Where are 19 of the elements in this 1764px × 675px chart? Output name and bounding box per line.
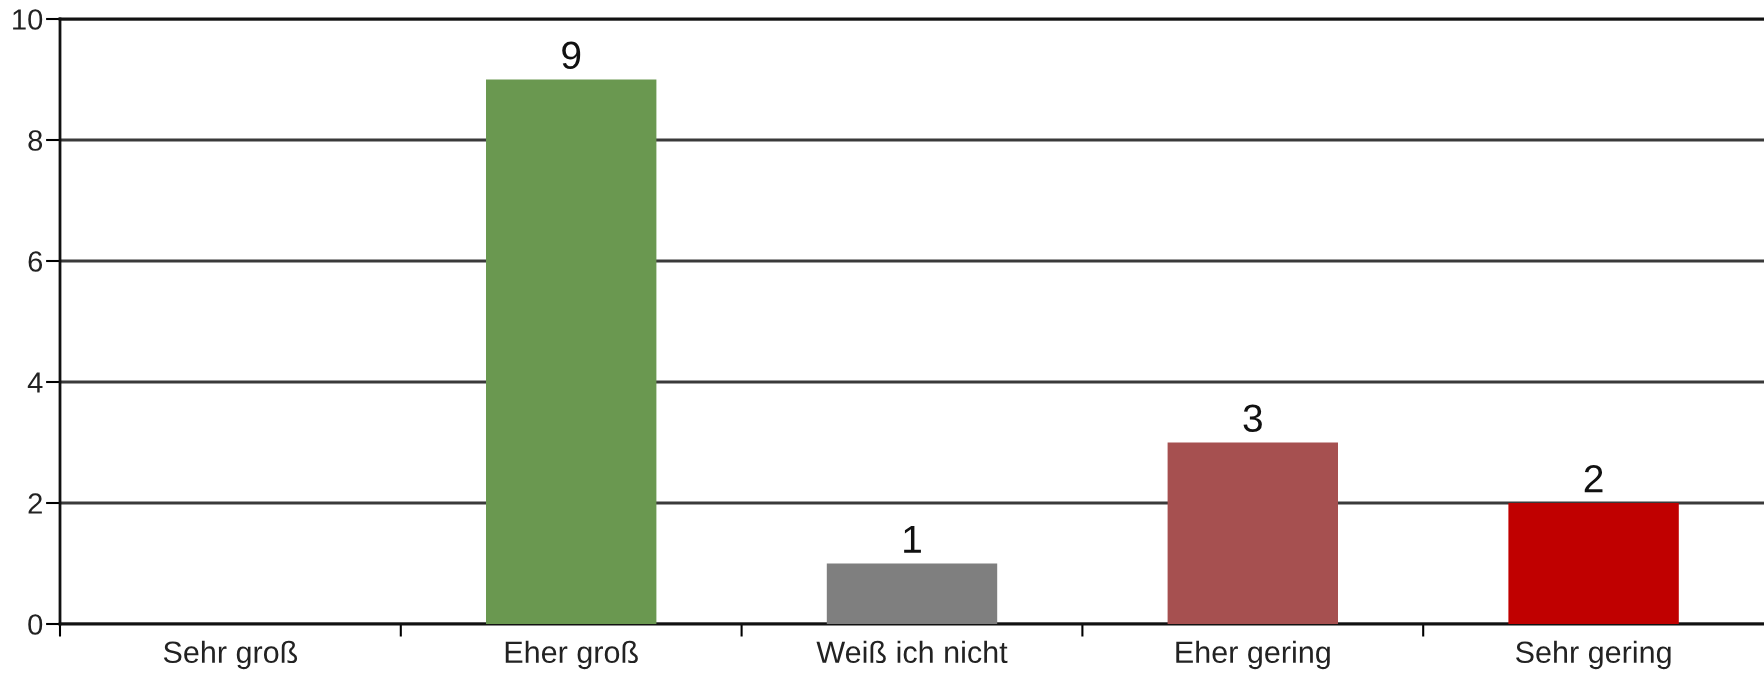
bar [1167, 442, 1338, 624]
bar [826, 563, 998, 624]
data-label: 3 [1243, 404, 1262, 433]
bar [1508, 503, 1679, 624]
y-tick-label: 10 [13, 9, 43, 30]
y-tick-label: 2 [28, 493, 42, 514]
data-label: 1 [904, 525, 921, 553]
x-tick-label: Eher gering [1176, 640, 1330, 670]
x-tick-label: Sehr gering [1516, 640, 1671, 670]
y-tick-label: 8 [28, 130, 43, 151]
data-label: 2 [1584, 465, 1603, 493]
x-tick-label: Weiß ich nicht [816, 640, 1008, 664]
y-tick-label: 0 [28, 614, 43, 635]
x-tick-label: Eher groß [505, 640, 638, 670]
data-label: 9 [562, 41, 581, 70]
y-tick-label: 6 [28, 251, 43, 272]
bar [486, 79, 657, 624]
x-tick-label: Sehr groß [163, 640, 298, 670]
y-tick-label: 4 [27, 372, 43, 393]
